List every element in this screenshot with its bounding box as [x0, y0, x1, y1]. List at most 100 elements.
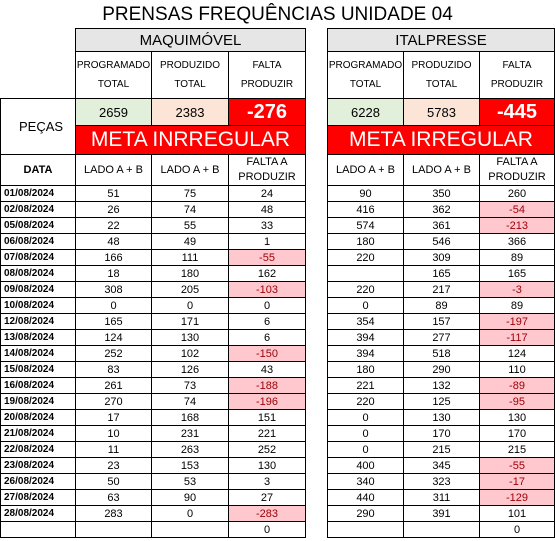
lado-ab-produzido-cell: 171 [151, 313, 229, 330]
lado-ab-programado-cell: 63 [75, 489, 152, 506]
table-row: 22/08/2024 11 263 252 [0, 441, 306, 458]
falta-produzir-cell: 89 [479, 297, 555, 314]
falta-produzir-cell: 130 [479, 409, 555, 426]
falta-produzir-cell: -103 [228, 281, 306, 298]
lado-ab-programado-cell: 90 [327, 185, 404, 202]
data-header: DATA [0, 154, 76, 186]
lado-ab-produzido-cell: 165 [403, 265, 480, 282]
pecas-label: PEÇAS [0, 98, 76, 155]
falta-produzir-cell: -17 [479, 473, 555, 490]
falta-produzir-cell: 215 [479, 441, 555, 458]
table-row: 0 170 170 [327, 425, 555, 442]
lado-ab-programado-cell: 354 [327, 313, 404, 330]
lado-ab-produzido-cell: 0 [151, 505, 229, 522]
falta-produzir-header: FALTA PRODUZIR [479, 51, 555, 99]
lado-ab-programado-cell [327, 521, 404, 538]
date-cell [0, 521, 76, 538]
lado-ab-produzido-cell: 73 [151, 377, 229, 394]
falta-produzir-cell: 162 [228, 265, 306, 282]
date-cell: 26/08/2024 [0, 473, 76, 490]
maquimovel-table: MAQUIMÓVEL PROGRAMADO TOTAL PRODUZIDO TO… [0, 28, 306, 538]
table-row: 354 157 -197 [327, 313, 555, 330]
date-cell: 21/08/2024 [0, 425, 76, 442]
lado-ab-produzido-cell [403, 521, 480, 538]
lado-ab-produzido-cell: 277 [403, 329, 480, 346]
lado-ab-produzido-cell: 168 [151, 409, 229, 426]
falta-a-produzir-header: FALTA A PRODUZIR [228, 154, 306, 186]
table-row: 07/08/2024 166 111 -55 [0, 249, 306, 266]
lado-ab-programado-cell: 180 [327, 233, 404, 250]
table-row: 290 391 101 [327, 505, 555, 522]
falta-produzir-cell: -95 [479, 393, 555, 410]
lado-ab-produzido-cell: 345 [403, 457, 480, 474]
lado-ab-programado-cell: 11 [75, 441, 152, 458]
falta-produzir-cell: 33 [228, 217, 306, 234]
date-cell: 01/08/2024 [0, 185, 76, 202]
table-row: 05/08/2024 22 55 33 [0, 217, 306, 234]
table-row: 220 217 -3 [327, 281, 555, 298]
table-row: 06/08/2024 48 49 1 [0, 233, 306, 250]
date-cell: 13/08/2024 [0, 329, 76, 346]
lado-ab-programado-cell: 261 [75, 377, 152, 394]
table-row: 14/08/2024 252 102 -150 [0, 345, 306, 362]
falta-produzir-cell: 165 [479, 265, 555, 282]
lado-ab-header: LADO A + B [327, 154, 404, 186]
falta-produzir-cell: 89 [479, 249, 555, 266]
table-row: 28/08/2024 283 0 -283 [0, 505, 306, 522]
maquimovel-header: MAQUIMÓVEL [75, 28, 306, 52]
lado-ab-produzido-cell: 205 [151, 281, 229, 298]
italpresse-table: ITALPRESSE PROGRAMADO TOTAL PRODUZIDO TO… [327, 28, 555, 538]
lado-ab-programado-cell: 26 [75, 201, 152, 218]
meta-status: META INRREGULAR [75, 125, 306, 155]
date-cell: 07/08/2024 [0, 249, 76, 266]
lado-ab-produzido-cell: 309 [403, 249, 480, 266]
lado-ab-produzido-cell: 0 [151, 297, 229, 314]
date-cell: 22/08/2024 [0, 441, 76, 458]
falta-produzir-cell: -117 [479, 329, 555, 346]
lado-ab-programado-cell: 340 [327, 473, 404, 490]
falta-produzir-cell: 260 [479, 185, 555, 202]
falta-produzir-cell: 366 [479, 233, 555, 250]
lado-ab-produzido-cell: 170 [403, 425, 480, 442]
corner-cell [1, 29, 76, 52]
lado-ab-produzido-cell: 130 [403, 409, 480, 426]
falta-produzir-cell: 170 [479, 425, 555, 442]
lado-ab-produzido-cell: 74 [151, 201, 229, 218]
lado-ab-produzido-cell: 126 [151, 361, 229, 378]
lado-ab-produzido-cell: 180 [151, 265, 229, 282]
lado-ab-programado-cell: 308 [75, 281, 152, 298]
falta-produzir-cell: 1 [228, 233, 306, 250]
lado-ab-produzido-cell: 263 [151, 441, 229, 458]
lado-ab-programado-cell: 51 [75, 185, 152, 202]
falta-produzir-cell: 151 [228, 409, 306, 426]
table-row: 400 345 -55 [327, 457, 555, 474]
falta-produzir-cell: 101 [479, 505, 555, 522]
falta-produzir-cell: 0 [479, 521, 555, 538]
lado-ab-produzido-cell: 361 [403, 217, 480, 234]
table-row: 15/08/2024 83 126 43 [0, 361, 306, 378]
falta-produzir-cell: 0 [228, 297, 306, 314]
table-row: 09/08/2024 308 205 -103 [0, 281, 306, 298]
lado-ab-programado-cell: 22 [75, 217, 152, 234]
date-cell: 12/08/2024 [0, 313, 76, 330]
falta-produzir-cell: -54 [479, 201, 555, 218]
table-row: 0 89 89 [327, 297, 555, 314]
table-row: 26/08/2024 50 53 3 [0, 473, 306, 490]
falta-produzir-cell: 0 [228, 521, 306, 538]
corner-cell [1, 52, 76, 99]
date-cell: 16/08/2024 [0, 377, 76, 394]
lado-ab-programado-cell [75, 521, 152, 538]
lado-ab-programado-cell: 83 [75, 361, 152, 378]
falta-produzir-cell: -55 [228, 249, 306, 266]
date-cell: 08/08/2024 [0, 265, 76, 282]
table-row: 394 518 124 [327, 345, 555, 362]
falta-total-value: -445 [479, 98, 555, 126]
lado-ab-produzido-cell: 215 [403, 441, 480, 458]
lado-ab-produzido-cell: 111 [151, 249, 229, 266]
table-row: 221 132 -89 [327, 377, 555, 394]
lado-ab-produzido-cell [151, 521, 229, 538]
table-row: 440 311 -129 [327, 489, 555, 506]
lado-ab-programado-cell: 23 [75, 457, 152, 474]
lado-ab-produzido-cell: 391 [403, 505, 480, 522]
lado-ab-programado-cell: 0 [327, 297, 404, 314]
